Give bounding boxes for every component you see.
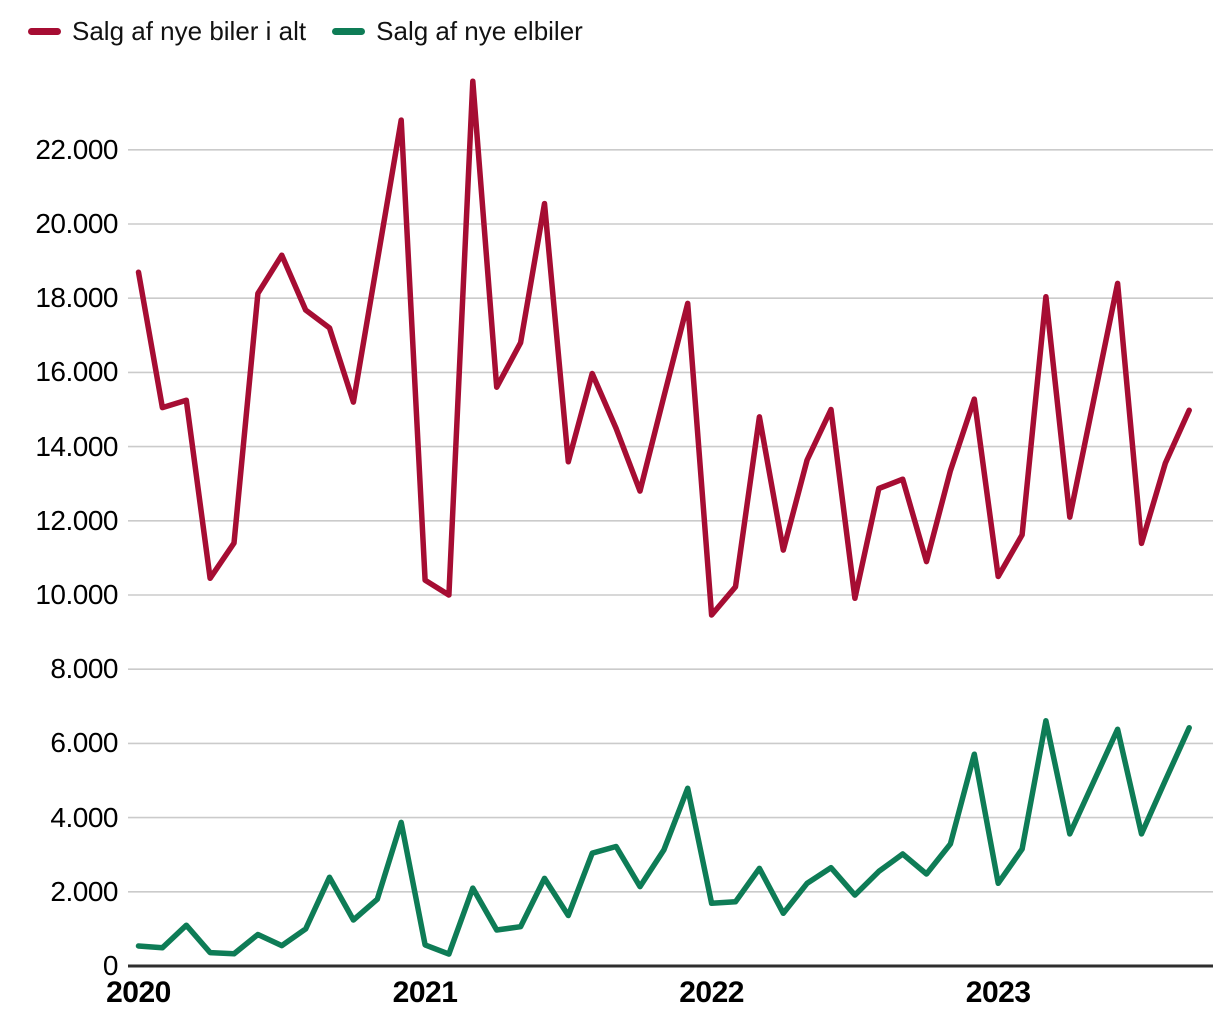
y-axis-tick-label: 20.000 bbox=[35, 208, 118, 239]
y-axis-tick-label: 2.000 bbox=[50, 875, 118, 907]
legend-swatch-ev bbox=[332, 27, 366, 35]
y-axis-tick-label: 4.000 bbox=[50, 801, 118, 833]
y-axis-tick-label: 16.000 bbox=[35, 356, 118, 388]
x-axis-tick-label: 2022 bbox=[679, 976, 744, 1009]
y-axis-tick-label: 12.000 bbox=[35, 504, 118, 536]
legend: Salg af nye biler i alt Salg af nye elbi… bbox=[28, 16, 583, 46]
y-axis-tick-label: 0 bbox=[102, 950, 119, 981]
y-axis-tick-label: 14.000 bbox=[35, 430, 118, 462]
series-line-total-cars bbox=[135, 78, 1192, 618]
legend-item-ev: Salg af nye elbiler bbox=[332, 16, 583, 46]
y-axis-tick-label: 6.000 bbox=[50, 727, 118, 759]
y-axis-tick-label: 8.000 bbox=[50, 653, 118, 685]
series-line-electric-cars bbox=[135, 718, 1192, 957]
legend-item-total: Salg af nye biler i alt bbox=[28, 16, 306, 46]
y-axis-tick-label: 18.000 bbox=[35, 282, 118, 314]
x-axis-tick-label: 2023 bbox=[965, 976, 1031, 1009]
x-axis-tick-label: 2021 bbox=[392, 976, 458, 1009]
y-axis-tick-label: 22.000 bbox=[35, 133, 118, 165]
legend-swatch-total bbox=[28, 27, 61, 35]
y-axis-tick-label: 10.000 bbox=[35, 579, 118, 610]
legend-label-ev: Salg af nye elbiler bbox=[376, 16, 583, 46]
legend-label-total: Salg af nye biler i alt bbox=[72, 16, 307, 46]
x-axis-tick-label: 2020 bbox=[106, 976, 171, 1009]
